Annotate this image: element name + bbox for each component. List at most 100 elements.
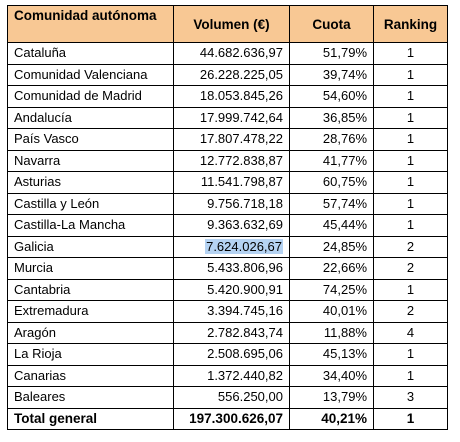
cell-volume: 9.756.718,18 — [173, 192, 290, 215]
cell-share: 60,75% — [289, 171, 374, 194]
header-region: Comunidad autónoma — [7, 5, 174, 43]
cell-region: Castilla y León — [7, 192, 174, 215]
cell-region: Navarra — [7, 149, 174, 172]
cell-region: Castilla-La Mancha — [7, 214, 174, 237]
table-row: Asturias 11.541.798,87 60,75% 1 — [7, 171, 448, 194]
cell-region: Cataluña — [7, 42, 174, 65]
table-row: La Rioja 2.508.695,06 45,13% 1 — [7, 343, 448, 366]
table-row: Castilla y León 9.756.718,18 57,74% 1 — [7, 192, 448, 215]
cell-rank: 3 — [373, 386, 448, 409]
cell-share: 45,13% — [289, 343, 374, 366]
cell-volume: 7.624.026,67 — [173, 235, 290, 258]
cell-volume: 17.999.742,64 — [173, 106, 290, 129]
table-row: Castilla-La Mancha 9.363.632,69 45,44% 1 — [7, 214, 448, 237]
cell-share: 40,01% — [289, 300, 374, 323]
table-row: Cataluña 44.682.636,97 51,79% 1 — [7, 42, 448, 65]
total-volume: 197.300.626,07 — [173, 407, 290, 430]
cell-volume: 18.053.845,26 — [173, 85, 290, 108]
cell-share: 22,66% — [289, 257, 374, 280]
cell-volume: 12.772.838,87 — [173, 149, 290, 172]
regional-volume-table: Comunidad autónoma Volumen (€) Cuota Ran… — [7, 5, 448, 430]
cell-share: 41,77% — [289, 149, 374, 172]
cell-volume: 11.541.798,87 — [173, 171, 290, 194]
cell-volume: 2.782.843,74 — [173, 321, 290, 344]
cell-rank: 4 — [373, 321, 448, 344]
total-share: 40,21% — [289, 407, 374, 430]
cell-volume: 44.682.636,97 — [173, 42, 290, 65]
cell-share: 24,85% — [289, 235, 374, 258]
cell-volume: 9.363.632,69 — [173, 214, 290, 237]
total-row: Total general 197.300.626,07 40,21% 1 — [7, 407, 448, 430]
cell-share: 45,44% — [289, 214, 374, 237]
cell-share: 39,74% — [289, 63, 374, 86]
cell-rank: 1 — [373, 171, 448, 194]
cell-rank: 1 — [373, 192, 448, 215]
cell-rank: 2 — [373, 300, 448, 323]
cell-volume: 556.250,00 — [173, 386, 290, 409]
table-row: Andalucía 17.999.742,64 36,85% 1 — [7, 106, 448, 129]
table-row: Comunidad Valenciana 26.228.225,05 39,74% 1 — [7, 63, 448, 86]
table-row: País Vasco 17.807.478,22 28,76% 1 — [7, 128, 448, 151]
cell-rank: 1 — [373, 343, 448, 366]
table-body: Cataluña 44.682.636,97 51,79% 1 Comunidad Va… — [7, 42, 448, 430]
cell-region: Aragón — [7, 321, 174, 344]
cell-region: La Rioja — [7, 343, 174, 366]
cell-rank: 1 — [373, 85, 448, 108]
cell-region: Comunidad de Madrid — [7, 85, 174, 108]
cell-share: 11,88% — [289, 321, 374, 344]
cell-region: Baleares — [7, 386, 174, 409]
cell-region: Comunidad Valenciana — [7, 63, 174, 86]
header-rank: Ranking — [373, 5, 448, 43]
document-page: Comunidad autónoma Volumen (€) Cuota Ran… — [7, 5, 448, 430]
cell-share: 57,74% — [289, 192, 374, 215]
cell-share: 28,76% — [289, 128, 374, 151]
header-row: Comunidad autónoma Volumen (€) Cuota Ran… — [7, 5, 448, 43]
cell-region: País Vasco — [7, 128, 174, 151]
cell-rank: 1 — [373, 106, 448, 129]
cell-region: Andalucía — [7, 106, 174, 129]
table-row: Aragón 2.782.843,74 11,88% 4 — [7, 321, 448, 344]
cell-rank: 1 — [373, 149, 448, 172]
cell-share: 74,25% — [289, 278, 374, 301]
cell-share: 36,85% — [289, 106, 374, 129]
cell-share: 51,79% — [289, 42, 374, 65]
header-share: Cuota — [289, 5, 374, 43]
cell-rank: 1 — [373, 364, 448, 387]
cell-share: 54,60% — [289, 85, 374, 108]
cell-rank: 1 — [373, 63, 448, 86]
cell-share: 34,40% — [289, 364, 374, 387]
cell-rank: 1 — [373, 42, 448, 65]
table-row: Canarias 1.372.440,82 34,40% 1 — [7, 364, 448, 387]
cell-volume: 5.420.900,91 — [173, 278, 290, 301]
cell-region: Canarias — [7, 364, 174, 387]
cell-rank: 2 — [373, 235, 448, 258]
cell-share: 13,79% — [289, 386, 374, 409]
cell-region: Asturias — [7, 171, 174, 194]
cell-volume: 17.807.478,22 — [173, 128, 290, 151]
table-row: Murcia 5.433.806,96 22,66% 2 — [7, 257, 448, 280]
cell-region: Murcia — [7, 257, 174, 280]
cell-volume: 5.433.806,96 — [173, 257, 290, 280]
table-row: Navarra 12.772.838,87 41,77% 1 — [7, 149, 448, 172]
cell-rank: 1 — [373, 214, 448, 237]
total-rank: 1 — [373, 407, 448, 430]
cell-volume: 26.228.225,05 — [173, 63, 290, 86]
table-header: Comunidad autónoma Volumen (€) Cuota Ran… — [7, 5, 448, 43]
cell-region: Galicia — [7, 235, 174, 258]
cell-rank: 1 — [373, 278, 448, 301]
cell-volume: 2.508.695,06 — [173, 343, 290, 366]
table-row: Galicia 7.624.026,67 24,85% 2 — [7, 235, 448, 258]
table-row: Baleares 556.250,00 13,79% 3 — [7, 386, 448, 409]
cell-region: Extremadura — [7, 300, 174, 323]
cell-region: Cantabria — [7, 278, 174, 301]
table-row: Comunidad de Madrid 18.053.845,26 54,60% 1 — [7, 85, 448, 108]
table-row: Extremadura 3.394.745,16 40,01% 2 — [7, 300, 448, 323]
cell-rank: 2 — [373, 257, 448, 280]
table-row: Cantabria 5.420.900,91 74,25% 1 — [7, 278, 448, 301]
cell-volume: 3.394.745,16 — [173, 300, 290, 323]
selected-text[interactable]: 7.624.026,67 — [205, 238, 283, 254]
total-label: Total general — [7, 407, 174, 430]
cell-volume: 1.372.440,82 — [173, 364, 290, 387]
header-volume: Volumen (€) — [173, 5, 290, 43]
cell-rank: 1 — [373, 128, 448, 151]
